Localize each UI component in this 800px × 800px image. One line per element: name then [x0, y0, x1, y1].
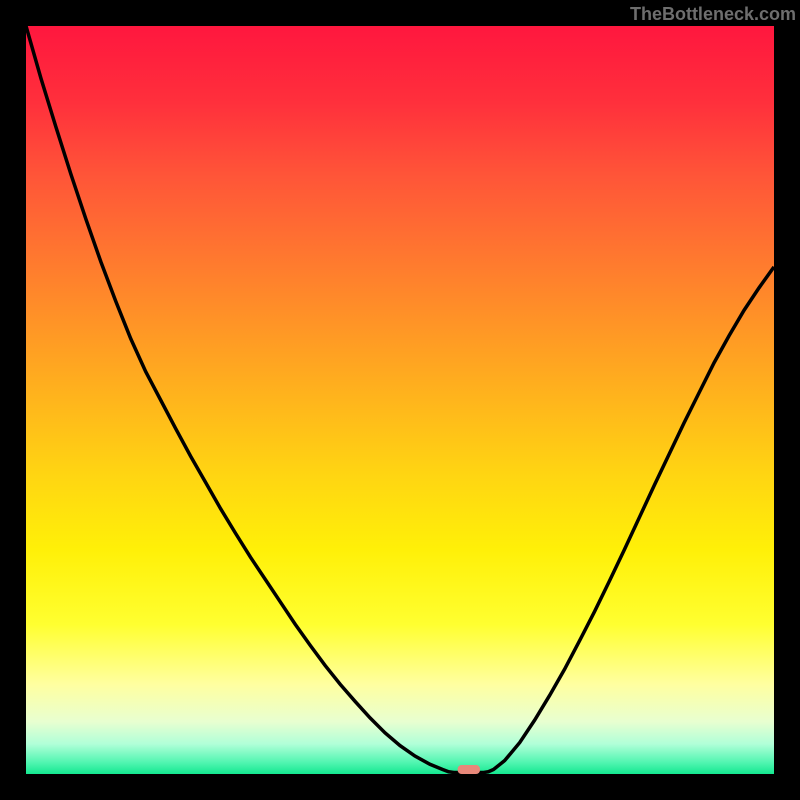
chart-background [26, 26, 774, 774]
bottleneck-chart [26, 26, 774, 774]
dip-marker [458, 765, 480, 774]
attribution-label: TheBottleneck.com [630, 4, 796, 25]
chart-container: TheBottleneck.com [0, 0, 800, 800]
